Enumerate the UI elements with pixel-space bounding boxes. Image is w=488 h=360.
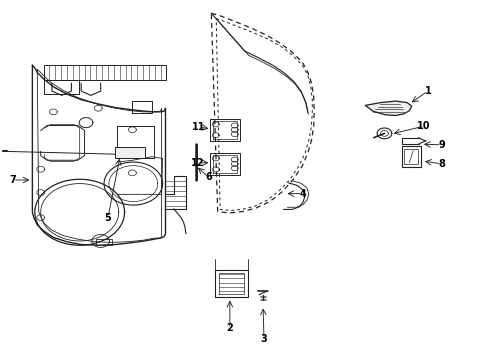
Text: 12: 12 <box>190 158 204 168</box>
Bar <box>404 149 417 164</box>
Text: 4: 4 <box>299 189 306 199</box>
Text: 5: 5 <box>104 213 111 222</box>
Bar <box>43 65 165 80</box>
Text: 6: 6 <box>204 172 211 182</box>
Bar <box>401 146 420 167</box>
Bar <box>115 147 144 158</box>
Text: 2: 2 <box>226 324 233 333</box>
Text: 10: 10 <box>416 121 430 131</box>
Text: 8: 8 <box>438 159 445 169</box>
Text: 7: 7 <box>9 175 16 185</box>
Polygon shape <box>365 101 411 116</box>
Text: 11: 11 <box>191 122 205 132</box>
Text: 1: 1 <box>424 86 430 96</box>
Text: 9: 9 <box>438 140 445 150</box>
Text: 3: 3 <box>260 333 267 343</box>
